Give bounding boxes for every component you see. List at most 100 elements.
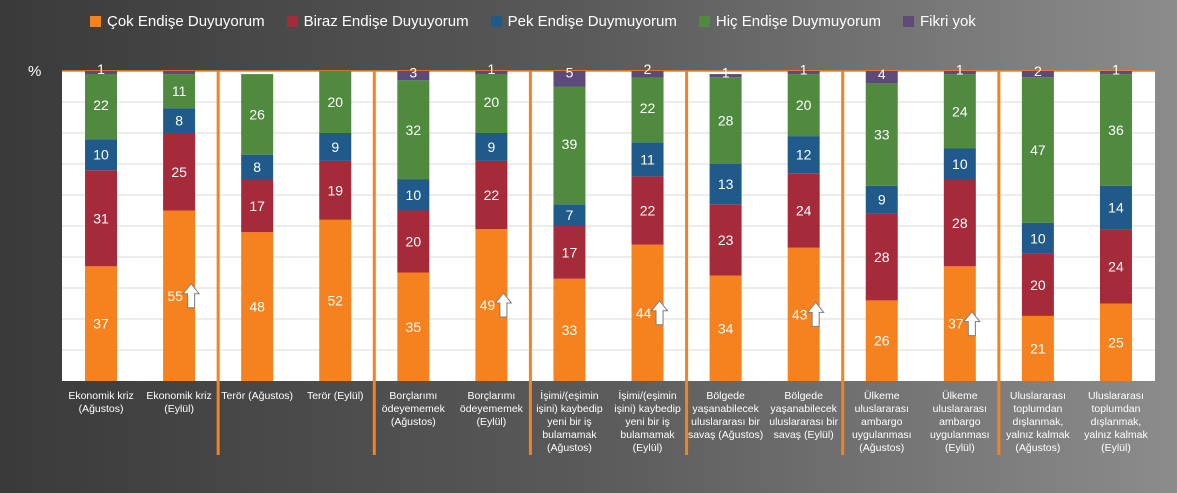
bar-stack [865,71,898,381]
data-label: 26 [874,333,890,349]
category-label: toplumdan [1091,403,1140,415]
data-label: 31 [93,210,109,226]
category-label: ödeyememek [382,403,446,415]
legend-swatch [698,15,710,27]
data-label: 22 [640,203,656,219]
data-label: 22 [93,97,109,113]
category-label: yaşanabilecek [692,403,759,415]
bar-segment [1099,303,1132,381]
increase-arrow-icon [494,292,513,318]
data-label: 4 [878,66,886,82]
data-label: 39 [562,136,578,152]
increase-arrow-icon [182,282,201,309]
data-label: 1 [1112,62,1120,78]
category-label: yalnız kalmak [1006,429,1070,441]
category-label: Ülkeme [864,390,900,402]
category-label: (Ağustos) [79,403,124,415]
bar-segment [1099,185,1132,230]
bar-segment [397,179,430,211]
category-label: ambargo [861,416,903,428]
data-label: 2 [1034,63,1042,79]
category-label: Ekonomik kriz [68,390,133,402]
category-label: yeni bir iş [547,416,591,428]
data-label: 13 [718,176,734,192]
legend-swatch [286,15,298,27]
bar-segment [85,71,118,75]
bar-segment [241,154,274,180]
category-label: (Eylül) [164,403,194,415]
data-label: 28 [718,113,734,129]
bar-segment [163,71,196,75]
data-label: 24 [796,203,812,219]
data-label: 28 [874,249,890,265]
data-label: 1 [487,61,495,77]
data-label: 19 [327,182,343,198]
category-label: uluslararası bir [769,416,838,428]
data-label: 11 [640,151,655,167]
data-label: 2 [644,61,652,77]
legend-swatch [490,15,502,27]
category-label: Borçlarımı [389,390,437,402]
category-label: Terör (Ağustos) [221,390,293,402]
bar-segment [553,204,586,226]
bar-segment [163,74,196,109]
bar-segment [553,83,586,205]
category-label: Terör (Eylül) [307,390,364,402]
data-label: 33 [562,322,578,338]
data-label: 5 [566,65,574,81]
bar-segment [241,232,274,381]
data-label: 34 [718,320,734,336]
legend-swatch [90,15,101,27]
category-label: (Ağustos) [859,442,904,454]
bar-segment [865,213,898,301]
bar-segment [163,108,196,133]
category-label: ambargo [939,416,981,428]
data-label: 25 [171,164,187,180]
data-label: 20 [1030,277,1046,293]
data-label: 47 [1030,142,1046,158]
legend-item: Pek Endişe Duymuyorum [490,13,677,30]
bar-segment [865,71,898,84]
bar-segment [865,300,898,381]
bar-segment [1099,229,1132,304]
bar-stack [241,74,274,381]
category-label: İşimi/(eşimin [618,389,676,402]
data-label: 9 [487,139,495,155]
category-label: dışlanmak, [1091,416,1142,428]
category-label: (Ağustos) [391,416,436,428]
bar-segment [709,275,742,381]
bar-segment [397,210,430,273]
category-label: yeni bir iş [625,416,669,428]
bar-segment [397,272,430,381]
bar-segment [241,179,274,233]
data-label: 20 [484,94,500,110]
data-label: 12 [796,147,812,163]
bar-segment [943,71,976,75]
bar-segment [475,71,508,133]
data-label: 33 [874,127,890,143]
data-label: 14 [1108,199,1124,215]
bar-segment [397,71,430,81]
data-label: 3 [409,65,417,81]
category-label: savaş (Eylül) [774,429,834,441]
category-label: Uluslararası [1010,390,1066,402]
data-label: 22 [640,100,656,116]
category-label: (Ağustos) [547,442,592,454]
data-label: 11 [172,83,187,99]
bar-segment [1099,71,1132,75]
data-label: 1 [800,62,808,78]
category-label: Bölgede [706,390,745,402]
bar-segment [1021,315,1054,381]
category-label: yalnız kalmak [1084,429,1148,441]
bar-segment [319,133,352,161]
bar-segment [943,74,976,149]
data-label: 8 [253,159,261,175]
bar-segment [319,160,352,220]
data-label: 37 [948,316,964,332]
category-label: işini) kaybedip [614,403,681,415]
data-label: 24 [1108,258,1124,274]
bar-stack [709,74,742,381]
bar-segment [241,74,274,155]
data-label: 21 [1030,340,1046,356]
category-label: uluslararası [933,403,987,415]
